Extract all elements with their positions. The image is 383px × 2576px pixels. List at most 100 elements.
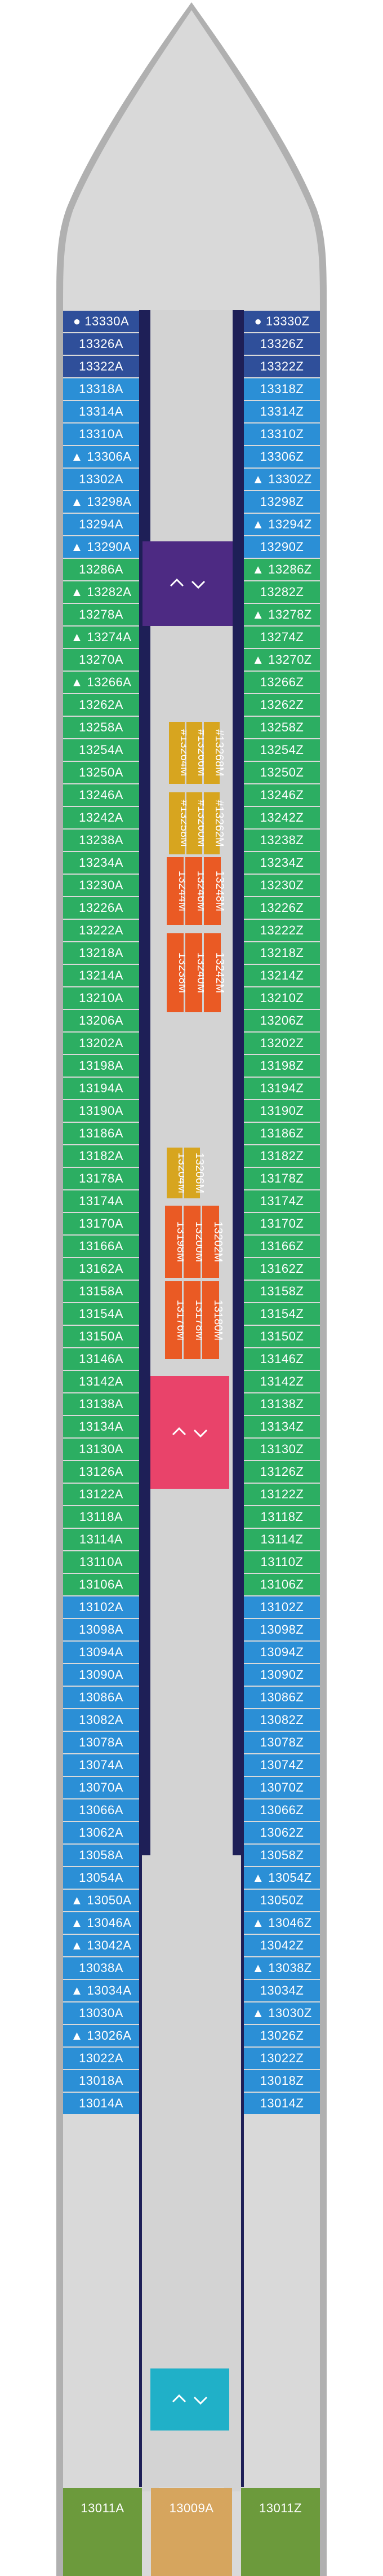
- cabin-13030Z[interactable]: ▲ 13030Z: [244, 2002, 320, 2024]
- cabin-13222A[interactable]: 13222A: [63, 920, 139, 941]
- cabin-13218Z[interactable]: 13218Z: [244, 942, 320, 964]
- cabin-13274Z[interactable]: 13274Z: [244, 627, 320, 648]
- cabin-13314Z[interactable]: 13314Z: [244, 401, 320, 422]
- cabin-13248M[interactable]: 13248M: [204, 857, 226, 925]
- cabin-13062A[interactable]: 13062A: [63, 1822, 139, 1843]
- cabin-13106A[interactable]: 13106A: [63, 1574, 139, 1595]
- cabin-13150Z[interactable]: 13150Z: [244, 1326, 320, 1347]
- cabin-13146A[interactable]: 13146A: [63, 1348, 139, 1370]
- cabin-13162A[interactable]: 13162A: [63, 1258, 139, 1280]
- cabin-13322A[interactable]: 13322A: [63, 356, 139, 377]
- cabin-13050A[interactable]: ▲ 13050A: [63, 1890, 139, 1911]
- cabin-13042Z[interactable]: 13042Z: [244, 1935, 320, 1956]
- cabin-13074Z[interactable]: 13074Z: [244, 1754, 320, 1776]
- cabin-13250A[interactable]: 13250A: [63, 762, 139, 783]
- cabin-13206Z[interactable]: 13206Z: [244, 1010, 320, 1031]
- cabin-13102A[interactable]: 13102A: [63, 1596, 139, 1618]
- cabin-13166A[interactable]: 13166A: [63, 1236, 139, 1257]
- cabin-13110A[interactable]: 13110A: [63, 1551, 139, 1573]
- cabin-13098A[interactable]: 13098A: [63, 1619, 139, 1640]
- cabin-13090A[interactable]: 13090A: [63, 1664, 139, 1686]
- cabin-13070A[interactable]: 13070A: [63, 1777, 139, 1798]
- cabin-13180M[interactable]: 13180M: [202, 1281, 224, 1359]
- cabin-13226A[interactable]: 13226A: [63, 897, 139, 919]
- cabin-13138Z[interactable]: 13138Z: [244, 1393, 320, 1415]
- cabin-13214A[interactable]: 13214A: [63, 965, 139, 986]
- cabin-13046Z[interactable]: ▲ 13046Z: [244, 1912, 320, 1934]
- cabin-13210Z[interactable]: 13210Z: [244, 987, 320, 1009]
- cabin-13242M[interactable]: 13242M: [204, 933, 226, 1012]
- cabin-13242A[interactable]: 13242A: [63, 807, 139, 828]
- cabin-13011A[interactable]: 13011A: [63, 2488, 142, 2576]
- cabin-13030A[interactable]: 13030A: [63, 2002, 139, 2024]
- cabin-13226Z[interactable]: 13226Z: [244, 897, 320, 919]
- cabin-13194Z[interactable]: 13194Z: [244, 1078, 320, 1099]
- cabin-13234A[interactable]: 13234A: [63, 852, 139, 874]
- cabin-13042A[interactable]: ▲ 13042A: [63, 1935, 139, 1956]
- cabin-13158Z[interactable]: 13158Z: [244, 1281, 320, 1302]
- cabin-13106Z[interactable]: 13106Z: [244, 1574, 320, 1595]
- cabin-13250Z[interactable]: 13250Z: [244, 762, 320, 783]
- cabin-13230Z[interactable]: 13230Z: [244, 875, 320, 896]
- cabin-13286A[interactable]: 13286A: [63, 559, 139, 580]
- cabin-13330Z[interactable]: ● 13330Z: [244, 311, 320, 332]
- cabin-13258Z[interactable]: 13258Z: [244, 717, 320, 738]
- cabin-13054A[interactable]: 13054A: [63, 1867, 139, 1889]
- cabin-13126Z[interactable]: 13126Z: [244, 1461, 320, 1483]
- cabin-13134Z[interactable]: 13134Z: [244, 1416, 320, 1437]
- cabin-13260M[interactable]: #13260M: [186, 792, 208, 854]
- cabin-13050Z[interactable]: 13050Z: [244, 1890, 320, 1911]
- cabin-13142A[interactable]: 13142A: [63, 1371, 139, 1392]
- cabin-13194A[interactable]: 13194A: [63, 1078, 139, 1099]
- cabin-13206M[interactable]: 13206M: [184, 1148, 206, 1198]
- cabin-13134A[interactable]: 13134A: [63, 1416, 139, 1437]
- cabin-13254A[interactable]: 13254A: [63, 739, 139, 761]
- cabin-13150A[interactable]: 13150A: [63, 1326, 139, 1347]
- cabin-13246A[interactable]: 13246A: [63, 784, 139, 806]
- cabin-13142Z[interactable]: 13142Z: [244, 1371, 320, 1392]
- cabin-13062Z[interactable]: 13062Z: [244, 1822, 320, 1843]
- cabin-13262M[interactable]: #13262M: [204, 792, 225, 854]
- cabin-13070Z[interactable]: 13070Z: [244, 1777, 320, 1798]
- cabin-13206A[interactable]: 13206A: [63, 1010, 139, 1031]
- cabin-13022A[interactable]: 13022A: [63, 2048, 139, 2069]
- cabin-13078A[interactable]: 13078A: [63, 1732, 139, 1753]
- cabin-13242Z[interactable]: 13242Z: [244, 807, 320, 828]
- cabin-13202A[interactable]: 13202A: [63, 1033, 139, 1054]
- cabin-13314A[interactable]: 13314A: [63, 401, 139, 422]
- cabin-13170A[interactable]: 13170A: [63, 1213, 139, 1234]
- cabin-13262A[interactable]: 13262A: [63, 694, 139, 716]
- cabin-13094Z[interactable]: 13094Z: [244, 1642, 320, 1663]
- cabin-13066Z[interactable]: 13066Z: [244, 1799, 320, 1821]
- cabin-13009A[interactable]: 13009A: [151, 2488, 232, 2576]
- cabin-13318A[interactable]: 13318A: [63, 378, 139, 400]
- cabin-13170Z[interactable]: 13170Z: [244, 1213, 320, 1234]
- cabin-13058Z[interactable]: 13058Z: [244, 1845, 320, 1866]
- cabin-13302Z[interactable]: ▲ 13302Z: [244, 469, 320, 490]
- cabin-13230A[interactable]: 13230A: [63, 875, 139, 896]
- cabin-13198A[interactable]: 13198A: [63, 1055, 139, 1077]
- cabin-13038A[interactable]: 13038A: [63, 1957, 139, 1979]
- cabin-13294A[interactable]: 13294A: [63, 514, 139, 535]
- cabin-13102Z[interactable]: 13102Z: [244, 1596, 320, 1618]
- cabin-13270A[interactable]: 13270A: [63, 649, 139, 671]
- cabin-13094A[interactable]: 13094A: [63, 1642, 139, 1663]
- cabin-13034Z[interactable]: 13034Z: [244, 1980, 320, 2001]
- cabin-13290A[interactable]: ▲ 13290A: [63, 536, 139, 558]
- cabin-13234Z[interactable]: 13234Z: [244, 852, 320, 874]
- cabin-13090Z[interactable]: 13090Z: [244, 1664, 320, 1686]
- cabin-13130Z[interactable]: 13130Z: [244, 1439, 320, 1460]
- cabin-13082A[interactable]: 13082A: [63, 1709, 139, 1731]
- cabin-13262Z[interactable]: 13262Z: [244, 694, 320, 716]
- cabin-13186A[interactable]: 13186A: [63, 1123, 139, 1144]
- cabin-13190A[interactable]: 13190A: [63, 1100, 139, 1122]
- cabin-13278A[interactable]: 13278A: [63, 604, 139, 625]
- cabin-13038Z[interactable]: ▲ 13038Z: [244, 1957, 320, 1979]
- cabin-13118Z[interactable]: 13118Z: [244, 1506, 320, 1528]
- cabin-13034A[interactable]: ▲ 13034A: [63, 1980, 139, 2001]
- cabin-13302A[interactable]: 13302A: [63, 469, 139, 490]
- cabin-13202Z[interactable]: 13202Z: [244, 1033, 320, 1054]
- cabin-13122Z[interactable]: 13122Z: [244, 1484, 320, 1505]
- cabin-13026A[interactable]: ▲ 13026A: [63, 2025, 139, 2046]
- cabin-13222Z[interactable]: 13222Z: [244, 920, 320, 941]
